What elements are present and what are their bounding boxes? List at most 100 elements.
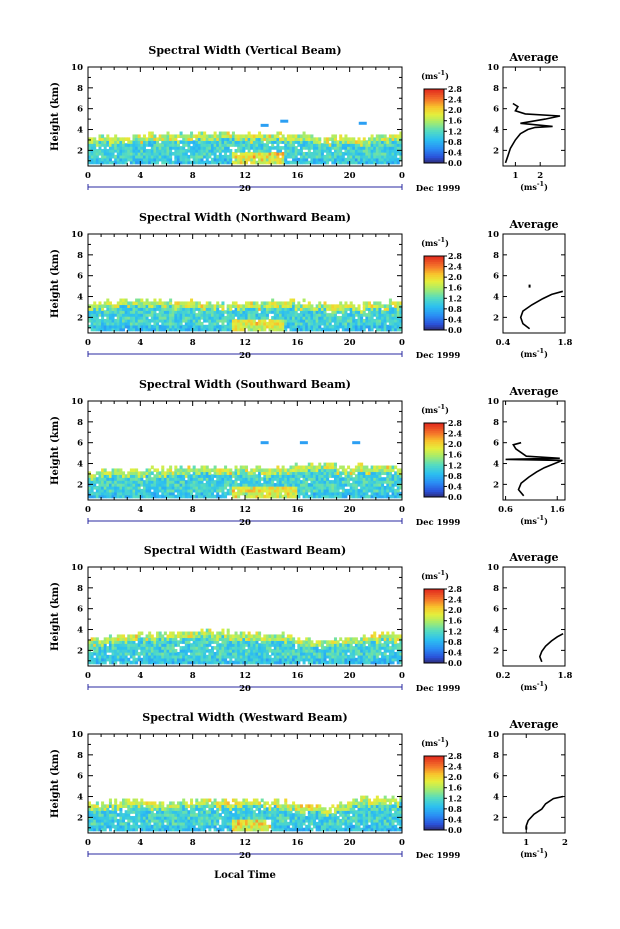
colorbar-segment <box>424 133 444 136</box>
heatmap-cell <box>127 480 131 484</box>
heatmap-cell <box>88 151 92 156</box>
heatmap-cell <box>200 151 204 156</box>
heatmap-cell <box>320 660 324 665</box>
heatmap-cell <box>205 646 209 650</box>
heatmap-cell <box>292 494 296 499</box>
heatmap-cell <box>258 149 262 153</box>
heatmap-cell <box>124 151 128 156</box>
heatmap-cell <box>176 471 180 475</box>
heatmap-cell <box>373 660 377 665</box>
heatmap-cell <box>163 640 167 644</box>
heatmap-cell <box>200 634 204 639</box>
heatmap-cell <box>305 488 309 493</box>
heatmap-cell <box>310 318 314 323</box>
heatmap-cell <box>396 468 400 473</box>
heatmap-cell <box>132 310 136 314</box>
colorbar-segment <box>424 456 444 459</box>
heatmap-cell <box>166 640 170 644</box>
heatmap-cell <box>231 471 235 475</box>
heatmap-cell <box>378 640 382 644</box>
heatmap-cell <box>122 646 126 650</box>
heatmap-cell <box>216 488 220 493</box>
heatmap-cell <box>265 310 269 314</box>
heatmap-cell <box>339 137 343 141</box>
heatmap-cell <box>265 301 269 306</box>
heatmap-cell <box>247 301 251 306</box>
heatmap-cell <box>137 637 141 641</box>
heatmap-cell <box>231 151 235 156</box>
heatmap-cell <box>106 160 110 165</box>
heatmap-cell <box>210 327 214 332</box>
heatmap-cell <box>187 637 191 641</box>
heatmap-cell <box>315 313 319 317</box>
colorbar-segment <box>424 116 444 120</box>
heatmap-cell <box>129 491 133 496</box>
heatmap-cell <box>103 140 107 144</box>
heatmap-cell <box>169 483 173 487</box>
heatmap-cell <box>195 477 199 481</box>
heatmap-cell <box>310 468 314 473</box>
heatmap-cell <box>265 643 269 647</box>
heatmap-cell <box>258 321 262 326</box>
heatmap-cell <box>197 643 201 647</box>
heatmap-cell <box>114 654 118 659</box>
heatmap-cell <box>292 491 296 496</box>
heatmap-cell <box>174 140 178 144</box>
heatmap-cell <box>263 485 267 490</box>
heatmap-cell <box>169 140 173 144</box>
heatmap-cell <box>156 651 160 656</box>
heatmap-cell <box>174 637 178 641</box>
heatmap-cell <box>365 657 369 662</box>
heatmap-cell <box>357 465 361 470</box>
heatmap-cell <box>124 640 128 644</box>
heatmap-cell <box>156 637 160 641</box>
heatmap-cell <box>114 327 118 332</box>
heatmap-cell <box>271 483 275 487</box>
heatmap-cell <box>142 160 146 165</box>
heatmap-cell <box>279 471 283 475</box>
heatmap-cell <box>341 477 345 481</box>
heatmap-cell <box>370 316 374 320</box>
heatmap-cell <box>218 480 222 484</box>
heatmap-cell <box>195 160 199 165</box>
heatmap-cell <box>226 140 230 144</box>
heatmap-cell <box>328 649 332 653</box>
heatmap-cell <box>396 318 400 323</box>
heatmap-cell <box>310 140 314 144</box>
heatmap-cell <box>292 318 296 323</box>
heatmap-cell <box>281 654 285 659</box>
heatmap-cell <box>341 324 345 329</box>
heatmap-cell <box>381 631 385 636</box>
heatmap-cell <box>310 474 314 478</box>
heatmap-cell <box>242 483 246 487</box>
heatmap-cell <box>263 643 267 647</box>
heatmap-cell <box>176 651 180 656</box>
heatmap-cell <box>341 640 345 644</box>
heatmap-cell <box>169 474 173 478</box>
heatmap-cell <box>197 307 201 311</box>
heatmap-cell <box>352 316 356 320</box>
heatmap-cell <box>328 654 332 659</box>
heatmap-cell <box>111 491 115 496</box>
heatmap-cell <box>286 637 290 641</box>
heatmap-cell <box>279 160 283 165</box>
heatmap-cell <box>200 468 204 473</box>
heatmap-cell <box>116 318 120 323</box>
heatmap-cell <box>367 483 371 487</box>
heatmap-cell <box>399 154 403 159</box>
heatmap-cell <box>367 494 371 499</box>
heatmap-cell <box>101 660 105 665</box>
heatmap-cell <box>331 327 335 332</box>
heatmap-cell <box>182 474 186 478</box>
heatmap-cell <box>101 491 105 496</box>
heatmap-cell <box>174 634 178 639</box>
colorbar-units-label: (ms-1) <box>421 236 449 248</box>
heatmap-cell <box>208 651 212 656</box>
heatmap-cell <box>396 657 400 662</box>
heatmap-cell <box>258 465 262 470</box>
heatmap-cell <box>129 327 133 332</box>
y-tick-label: 4 <box>77 460 83 470</box>
heatmap-cell <box>93 151 97 156</box>
heatmap-cell <box>205 488 209 493</box>
heatmap-cell <box>357 640 361 644</box>
